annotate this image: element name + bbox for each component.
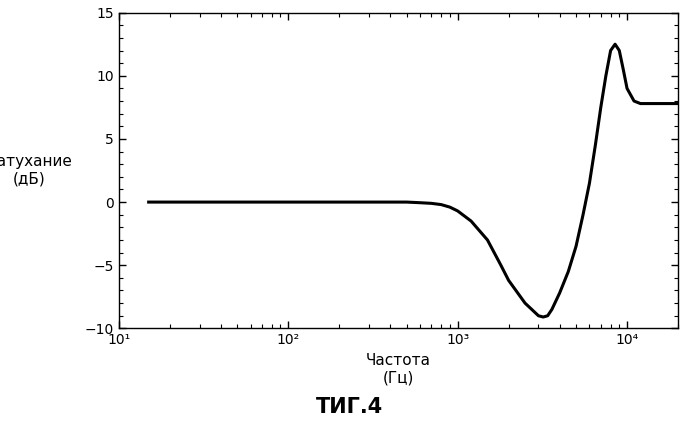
Y-axis label: Затухание
(дБ): Затухание (дБ) (0, 155, 71, 187)
Text: ΤИГ.4: ΤИГ.4 (316, 397, 383, 417)
X-axis label: Частота
(Гц): Частота (Гц) (366, 353, 431, 385)
